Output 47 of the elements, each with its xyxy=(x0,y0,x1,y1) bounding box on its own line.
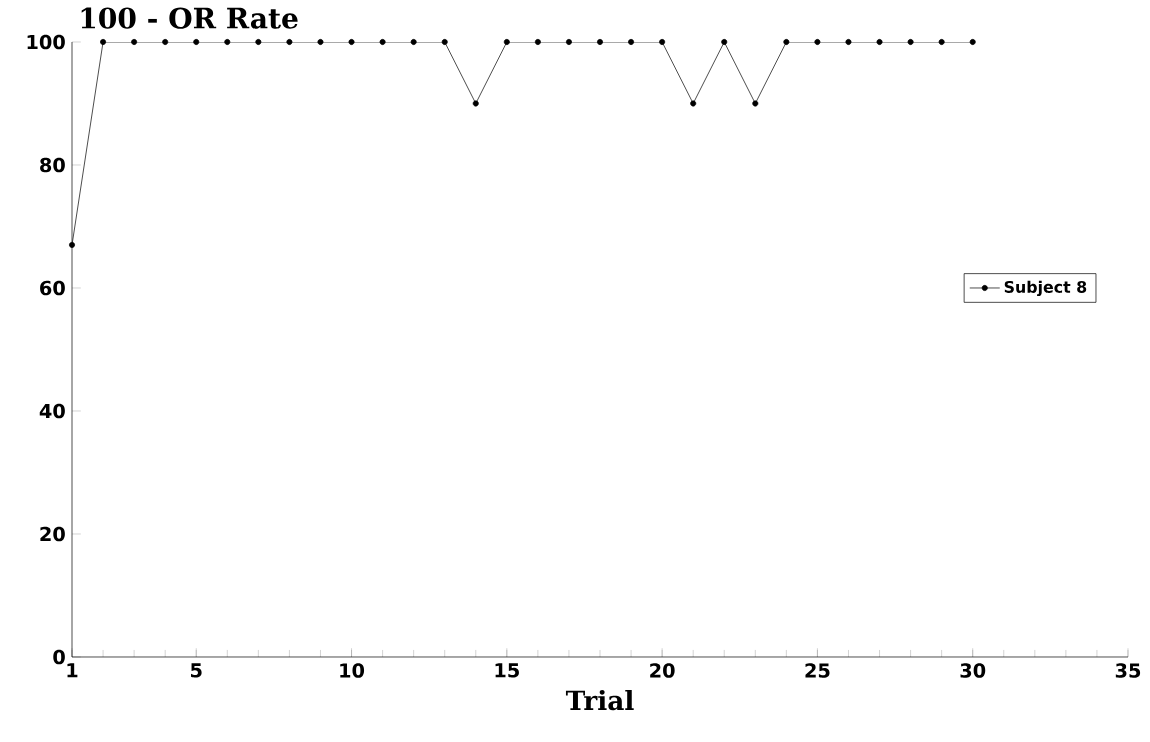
x-tick-label: 1 xyxy=(67,663,78,678)
y-tick-label: 40 xyxy=(39,403,65,419)
point xyxy=(69,241,75,248)
point xyxy=(193,39,200,45)
y-tick-label: 100 xyxy=(27,34,65,50)
point xyxy=(659,39,666,45)
y-tick-label: 60 xyxy=(40,280,65,296)
legend-label: Subject 8 xyxy=(1004,280,1087,297)
x-tick-label: 20 xyxy=(650,663,675,678)
point xyxy=(472,100,479,107)
x-tick-label: 25 xyxy=(805,663,830,678)
point xyxy=(441,39,448,45)
point xyxy=(907,39,914,45)
x-tick-label: 30 xyxy=(960,663,986,678)
point xyxy=(410,39,417,45)
point xyxy=(969,39,976,45)
point xyxy=(845,39,852,45)
point xyxy=(162,39,169,45)
point xyxy=(534,39,541,45)
y-tick-label: 80 xyxy=(40,157,65,173)
point xyxy=(503,39,510,45)
x-axis-title: Trial xyxy=(565,689,634,711)
point xyxy=(224,39,231,45)
point xyxy=(131,39,138,45)
point xyxy=(317,39,324,45)
x-tick-label: 35 xyxy=(1115,663,1141,678)
chart-title: 100 - OR Rate xyxy=(81,7,298,29)
point xyxy=(628,39,635,45)
point xyxy=(255,39,262,45)
point xyxy=(938,39,945,45)
point xyxy=(876,39,883,45)
point xyxy=(690,100,697,107)
point xyxy=(752,100,759,107)
point xyxy=(286,39,293,45)
point xyxy=(814,39,821,45)
point xyxy=(100,39,107,45)
point xyxy=(565,39,572,45)
x-tick-label: 10 xyxy=(340,663,365,678)
point xyxy=(783,39,790,45)
point xyxy=(348,39,355,45)
y-tick-label: 20 xyxy=(40,526,65,542)
point xyxy=(379,39,386,45)
point xyxy=(721,39,728,45)
y-tick-label: 0 xyxy=(53,649,65,665)
x-tick-label: 15 xyxy=(495,663,519,678)
x-tick-label: 5 xyxy=(191,663,202,678)
point xyxy=(597,39,603,45)
